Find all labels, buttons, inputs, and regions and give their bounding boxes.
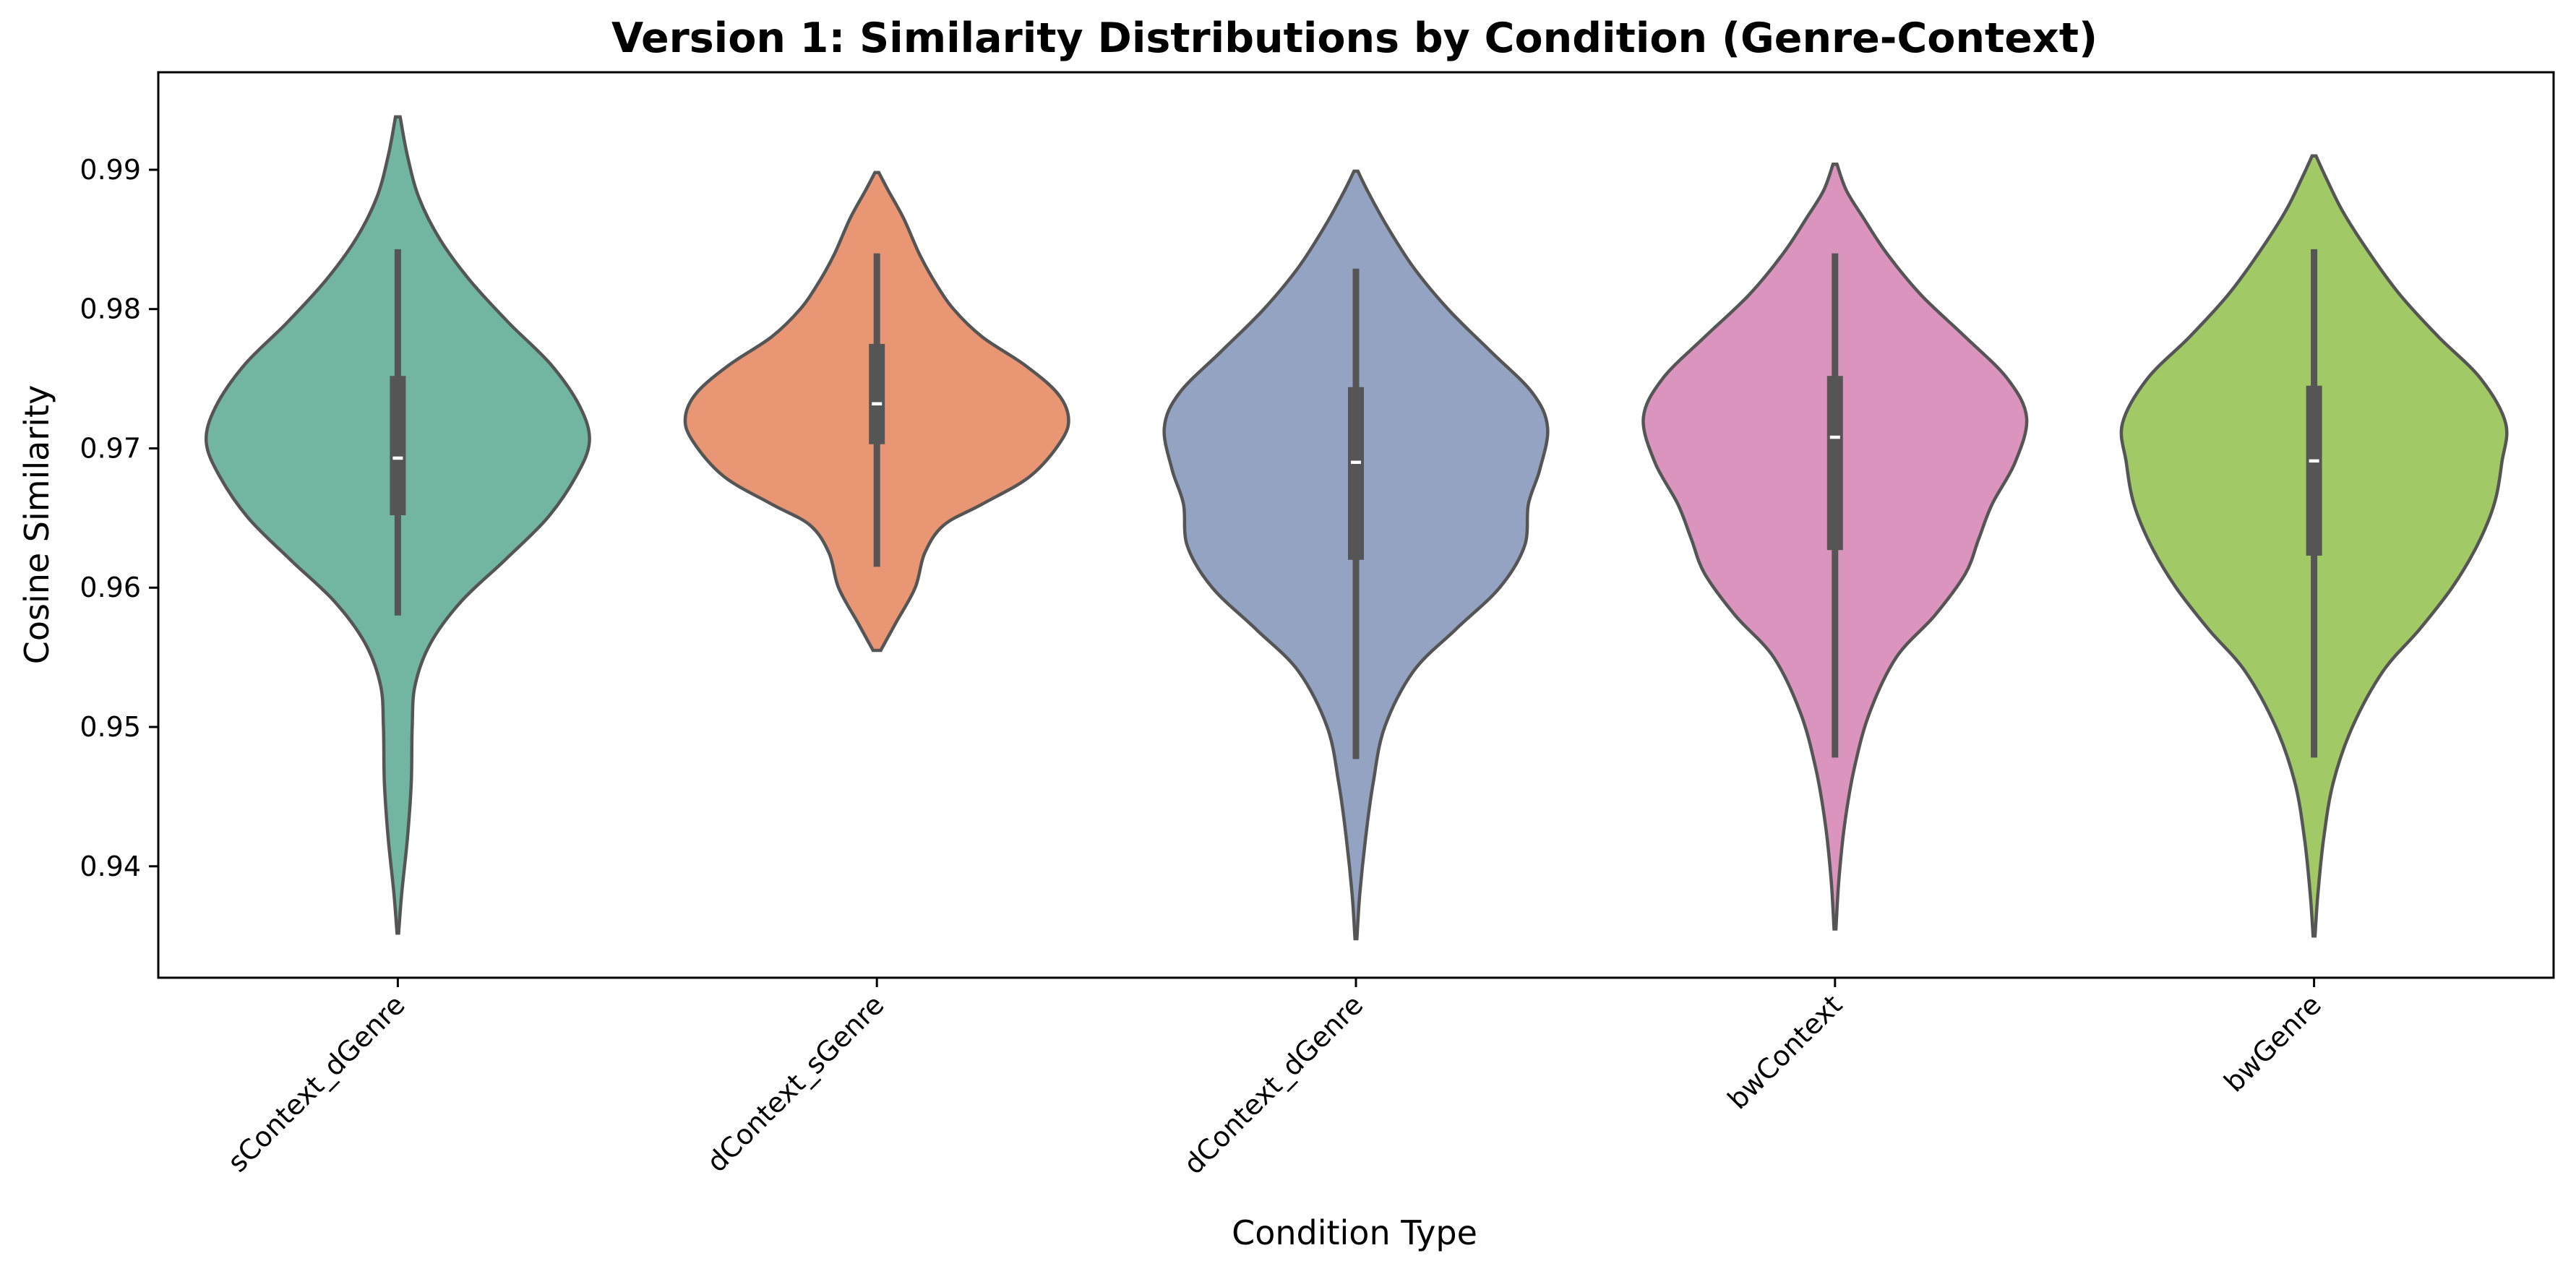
y-tick-label: 0.94	[80, 851, 141, 882]
chart-title: Version 1: Similarity Distributions by C…	[611, 14, 2098, 62]
x-axis-label: Condition Type	[1232, 1213, 1477, 1252]
violin-bwGenre	[2119, 154, 2509, 938]
y-tick-label: 0.95	[80, 711, 141, 743]
y-axis-label: Cosine Similarity	[17, 385, 56, 665]
violin-sContext_dGenre	[204, 115, 591, 935]
violin-iqr-box	[390, 376, 406, 516]
y-tick-label: 0.99	[80, 154, 141, 186]
x-tick-label: sContext_dGenre	[222, 989, 411, 1178]
y-tick-label: 0.97	[80, 432, 141, 464]
violin-dContext_dGenre	[1162, 169, 1550, 941]
x-tick-label: dContext_dGenre	[1177, 989, 1369, 1180]
x-tick-label: bwGenre	[2217, 989, 2327, 1098]
violin-iqr-box	[2306, 385, 2322, 556]
violin-iqr-box	[869, 343, 885, 444]
violin-dContext_sGenre	[683, 171, 1070, 653]
x-axis: sContext_dGenre dContext_sGenre dContext_d…	[222, 978, 2327, 1181]
x-tick-label: dContext_sGenre	[700, 989, 890, 1178]
y-axis: 0.94 0.95 0.96 0.97 0.98 0.99	[80, 154, 158, 882]
violin-bwContext	[1641, 162, 2029, 931]
y-tick-label: 0.96	[80, 572, 141, 603]
x-tick-label: bwContext	[1722, 989, 1848, 1115]
violins-group	[204, 115, 2509, 941]
violin-iqr-box	[1826, 376, 1843, 551]
violin-iqr-box	[1348, 387, 1364, 560]
y-tick-label: 0.98	[80, 293, 141, 325]
